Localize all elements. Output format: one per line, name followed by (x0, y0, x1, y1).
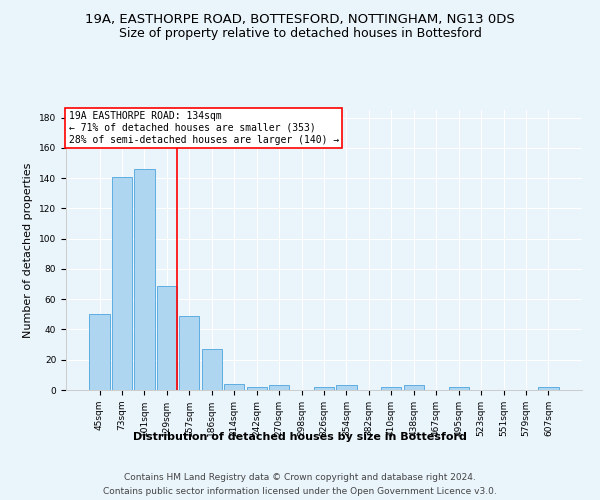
Text: Distribution of detached houses by size in Bottesford: Distribution of detached houses by size … (133, 432, 467, 442)
Bar (202, 349, 222, 390)
Bar (314, 387, 334, 390)
Bar (538, 387, 559, 390)
Text: 19A EASTHORPE ROAD: 134sqm
← 71% of detached houses are smaller (353)
28% of sem: 19A EASTHORPE ROAD: 134sqm ← 71% of deta… (68, 112, 339, 144)
Bar (247, 387, 267, 390)
Bar (381, 387, 401, 390)
Bar (89, 314, 110, 390)
Bar (269, 386, 289, 390)
Y-axis label: Number of detached properties: Number of detached properties (23, 162, 34, 338)
Bar (449, 387, 469, 390)
Bar (134, 169, 155, 390)
Text: Size of property relative to detached houses in Bottesford: Size of property relative to detached ho… (119, 28, 481, 40)
Bar (404, 386, 424, 390)
Text: Contains HM Land Registry data © Crown copyright and database right 2024.: Contains HM Land Registry data © Crown c… (124, 472, 476, 482)
Text: 19A, EASTHORPE ROAD, BOTTESFORD, NOTTINGHAM, NG13 0DS: 19A, EASTHORPE ROAD, BOTTESFORD, NOTTING… (85, 12, 515, 26)
Bar (337, 386, 356, 390)
Text: Contains public sector information licensed under the Open Government Licence v3: Contains public sector information licen… (103, 488, 497, 496)
Bar (179, 316, 199, 390)
Bar (112, 176, 132, 390)
Bar (224, 384, 244, 390)
Bar (157, 286, 177, 390)
